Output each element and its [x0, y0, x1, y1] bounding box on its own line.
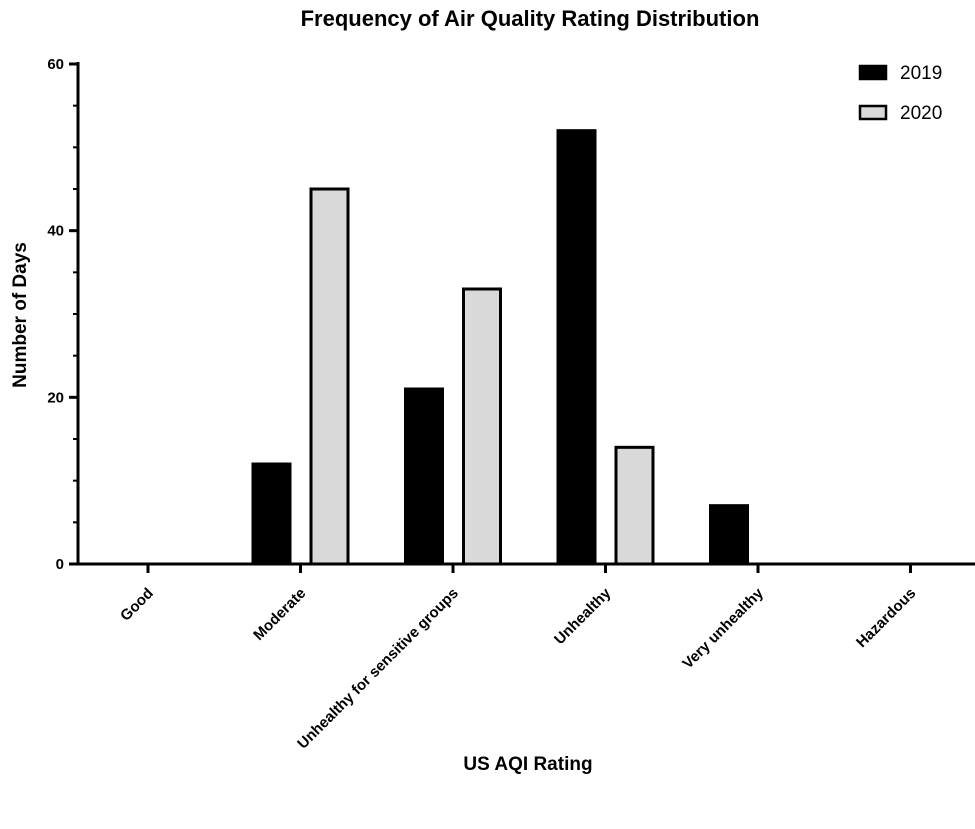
x-axis-title: US AQI Rating — [463, 754, 592, 775]
legend-label-2019: 2019 — [900, 63, 942, 84]
x-category-label: Moderate — [250, 585, 309, 644]
x-category-label: Good — [117, 585, 157, 625]
x-category-label: Hazardous — [853, 585, 919, 651]
legend-swatch-2020 — [858, 104, 888, 121]
bar-2019-1 — [251, 462, 292, 566]
legend-label-2020: 2020 — [900, 103, 942, 124]
bar-2019-4 — [709, 504, 749, 566]
y-tick-label: 0 — [56, 556, 64, 573]
y-tick-label: 20 — [47, 389, 64, 406]
x-category-label: Very unhealthy — [679, 584, 767, 672]
x-category-label: Unhealthy — [551, 584, 615, 648]
bar-2020-1 — [309, 187, 350, 566]
chart-title: Frequency of Air Quality Rating Distribu… — [301, 6, 760, 31]
y-tick-label: 60 — [47, 56, 64, 73]
legend: 2019 2020 — [858, 63, 942, 124]
bar-2019-2 — [404, 387, 444, 566]
bar-2019-3 — [556, 129, 597, 566]
y-tick-label: 40 — [47, 223, 64, 240]
bar-2020-3 — [614, 445, 655, 566]
x-category-label: Unhealthy for sensitive groups — [294, 585, 462, 753]
y-axis-title: Number of Days — [10, 242, 31, 388]
bar-2020-2 — [462, 287, 502, 566]
legend-swatch-2019 — [858, 64, 888, 81]
